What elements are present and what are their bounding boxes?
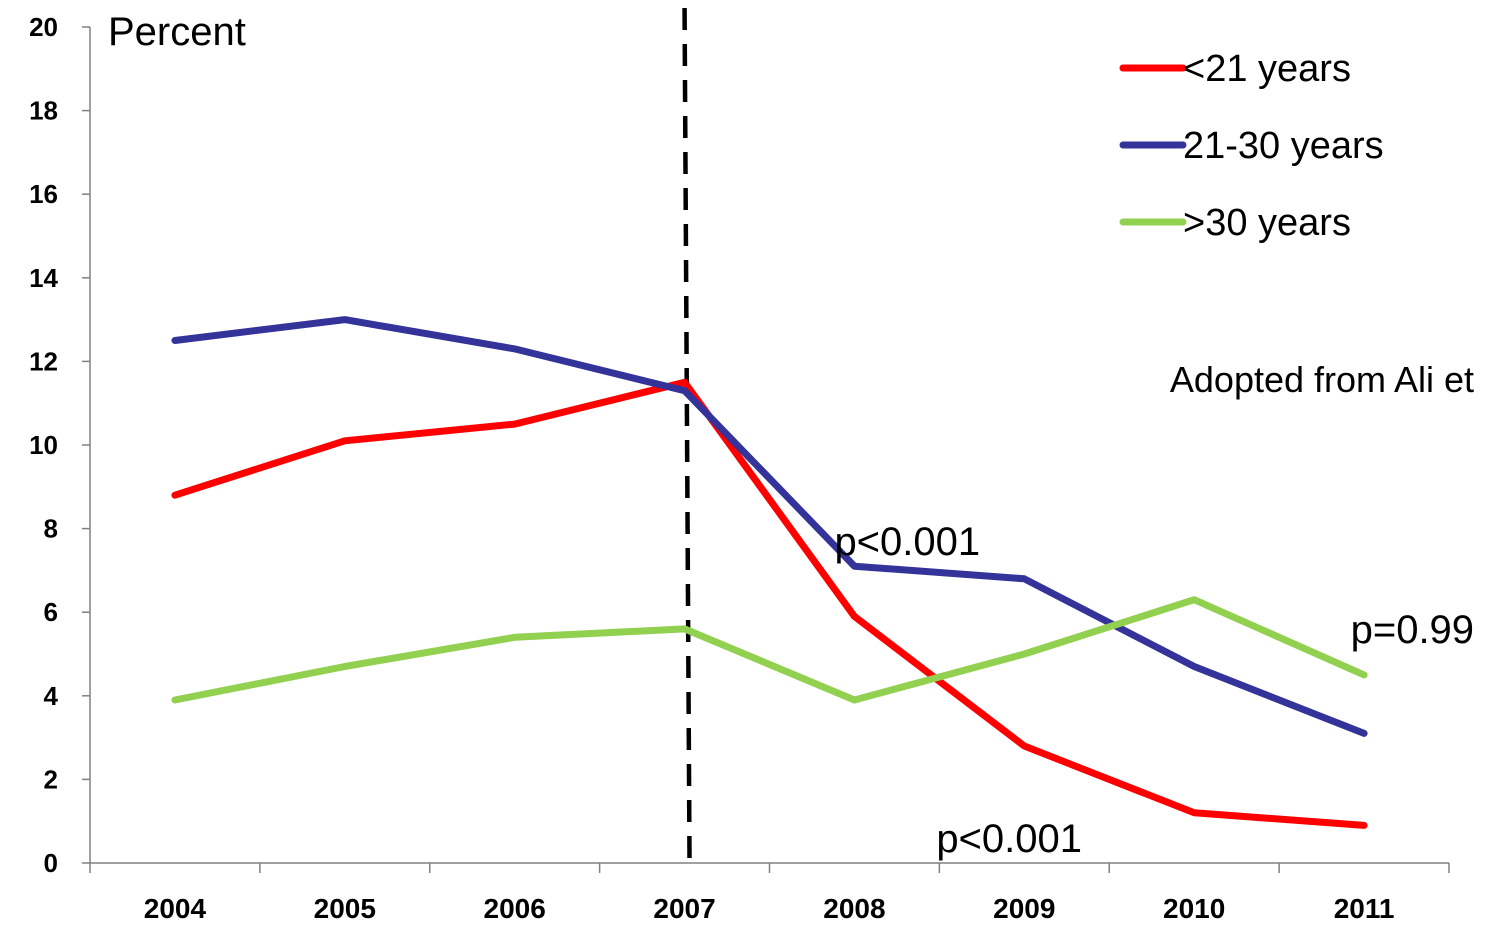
annotation-label: p<0.001 [936,817,1082,861]
data-point [1192,810,1197,815]
data-point [512,346,517,351]
series-1 [171,316,1368,737]
annotation-label: p<0.001 [834,520,980,564]
data-point [1022,652,1027,656]
x-tick-label: 2009 [993,893,1055,924]
data-point [852,564,857,569]
data-point [682,626,687,631]
data-point [1362,823,1367,828]
data-point [512,635,517,640]
x-tick-label: 2011 [1334,893,1395,924]
y-tick-label: 8 [44,514,58,544]
data-point [512,422,517,427]
y-axis-label: Percent [108,10,246,54]
reference-line-layer [682,7,692,869]
series-line [171,316,1368,737]
y-tick-label: 20 [29,12,58,42]
data-point [1192,664,1197,669]
series-0 [171,378,1368,829]
series-2 [171,596,1368,704]
data-point [342,317,347,322]
annotations: p<0.001 p=0.99 p<0.001 Adopted from Ali et [834,359,1474,861]
data-point [682,388,687,393]
y-tick-label: 12 [29,346,58,376]
legend-label: <21 years [1183,48,1351,90]
y-tick-label: 0 [44,848,58,878]
axes: 0 2 4 6 8 10 12 14 16 18 20 2004 2005 2006 2007 2008 200… [29,10,1450,924]
y-tick-label: 18 [29,96,58,126]
data-point [342,438,347,443]
legend: <21 years 21-30 years >30 years [1119,48,1384,244]
x-tick-label: 2004 [144,893,207,924]
x-tick-label: 2007 [653,893,715,924]
x-tick-label: 2008 [823,893,885,924]
data-point [1022,576,1027,581]
reference-dashed-line [682,7,692,869]
y-tick-label: 14 [29,263,58,293]
y-tick-label: 16 [29,179,58,209]
data-point [1192,597,1197,602]
series-layer [171,316,1368,829]
series-line [171,596,1368,704]
annotation-label: Adopted from Ali et [1170,359,1474,400]
x-tick-label: 2010 [1163,893,1225,924]
x-tick-label: 2005 [314,893,376,924]
legend-label: 21-30 years [1183,125,1384,167]
y-tick-label: 2 [44,764,58,794]
data-point [1362,672,1367,677]
series-line [171,378,1368,829]
data-point [682,380,687,385]
data-point [172,338,177,343]
y-tick-label: 6 [44,597,58,627]
y-tick-label: 10 [29,430,58,460]
data-point [342,664,347,669]
x-tick-label: 2006 [484,893,546,924]
data-point [1362,731,1367,736]
data-point [1022,743,1027,748]
data-point [852,614,857,619]
data-point [852,697,857,702]
data-point [172,697,177,702]
y-tick-label: 4 [44,681,59,711]
data-point [172,493,177,498]
annotation-label: p=0.99 [1351,608,1474,652]
legend-label: >30 years [1183,202,1351,244]
